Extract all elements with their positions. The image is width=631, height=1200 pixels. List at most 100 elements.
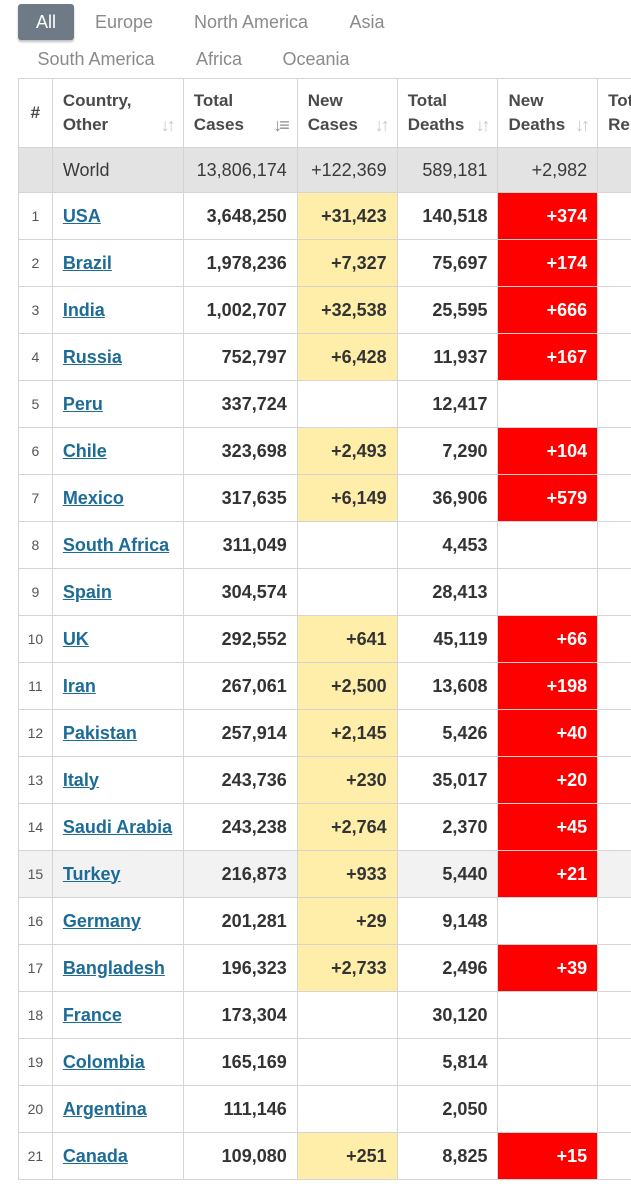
- country-link[interactable]: USA: [62, 205, 101, 226]
- country-cell: South Africa: [51, 521, 184, 569]
- total-cases-cell: 196,323: [182, 944, 298, 992]
- header-new-cases[interactable]: New Cases ↓↑: [296, 78, 398, 148]
- table-row: 7 Mexico 317,635 +6,149 36,906 +579: [18, 474, 631, 522]
- table-row: 4 Russia 752,797 +6,428 11,937 +167: [18, 333, 631, 381]
- total-recovered-cell: [597, 709, 631, 757]
- country-link[interactable]: Spain: [62, 581, 112, 602]
- total-cases-cell: 317,635: [182, 474, 298, 522]
- total-deaths-cell: 2,496: [396, 944, 499, 992]
- total-deaths-cell: 2,370: [396, 803, 499, 851]
- country-link[interactable]: Argentina: [62, 1098, 147, 1119]
- row-index: 18: [18, 991, 53, 1039]
- new-deaths-cell: [497, 568, 599, 616]
- country-link[interactable]: Canada: [62, 1145, 128, 1166]
- total-cases-cell: 243,238: [182, 803, 298, 851]
- header-total-recovered-line1: Tot: [608, 91, 631, 110]
- country-link[interactable]: Turkey: [62, 863, 121, 884]
- row-index: 20: [18, 1085, 53, 1133]
- world-row: World 13,806,174 +122,369 589,181 +2,982: [18, 147, 631, 193]
- tab-europe[interactable]: Europe: [94, 12, 154, 32]
- total-recovered-cell: [597, 380, 631, 428]
- new-cases-cell: [296, 1085, 398, 1133]
- total-recovered-cell: [597, 991, 631, 1039]
- sort-icon[interactable]: ↓↑: [160, 115, 176, 135]
- total-deaths-cell: 9,148: [396, 897, 499, 945]
- country-link[interactable]: Germany: [62, 910, 141, 931]
- header-total-cases[interactable]: Total Cases ↓≡: [182, 78, 298, 148]
- sort-icon[interactable]: ↓↑: [475, 115, 490, 135]
- row-index: 10: [18, 615, 53, 663]
- tab-all[interactable]: All: [18, 4, 74, 40]
- new-cases-cell: +230: [296, 756, 398, 804]
- sort-desc-icon[interactable]: ↓≡: [273, 115, 289, 135]
- world-index: [18, 147, 53, 193]
- total-deaths-cell: 25,595: [396, 286, 499, 334]
- header-total-deaths[interactable]: Total Deaths ↓↑: [396, 78, 499, 148]
- new-cases-cell: +6,428: [296, 333, 398, 381]
- total-cases-cell: 323,698: [182, 427, 298, 475]
- country-link[interactable]: France: [62, 1004, 122, 1025]
- country-link[interactable]: Bangladesh: [62, 957, 165, 978]
- country-link[interactable]: Peru: [62, 393, 103, 414]
- total-cases-cell: 165,169: [182, 1038, 298, 1086]
- table-row: 14 Saudi Arabia 243,238 +2,764 2,370 +45: [18, 803, 631, 851]
- table-row: 21 Canada 109,080 +251 8,825 +15: [18, 1132, 631, 1180]
- country-link[interactable]: Pakistan: [62, 722, 137, 743]
- country-link[interactable]: Brazil: [62, 252, 112, 273]
- country-link[interactable]: Iran: [62, 675, 96, 696]
- country-cell: Italy: [51, 756, 184, 804]
- country-link[interactable]: Mexico: [62, 487, 124, 508]
- tab-asia[interactable]: Asia: [349, 12, 385, 32]
- tab-oceania[interactable]: Oceania: [282, 49, 350, 69]
- country-link[interactable]: UK: [62, 628, 89, 649]
- new-cases-cell: +6,149: [296, 474, 398, 522]
- total-cases-cell: 173,304: [182, 991, 298, 1039]
- country-link[interactable]: Colombia: [62, 1051, 145, 1072]
- sort-icon[interactable]: ↓↑: [374, 115, 390, 135]
- country-cell: Mexico: [51, 474, 184, 522]
- header-new-deaths-line2: Deaths: [508, 115, 566, 134]
- table-row: 20 Argentina 111,146 2,050: [18, 1085, 631, 1133]
- header-total-recovered[interactable]: Tot Re: [597, 78, 631, 148]
- new-cases-cell: +251: [296, 1132, 398, 1180]
- new-deaths-cell: +45: [497, 803, 599, 851]
- country-cell: Colombia: [51, 1038, 184, 1086]
- country-link[interactable]: South Africa: [62, 534, 170, 555]
- tab-south-america[interactable]: South America: [37, 49, 155, 69]
- new-cases-cell: [296, 1038, 398, 1086]
- total-deaths-cell: 5,814: [396, 1038, 499, 1086]
- total-deaths-cell: 5,426: [396, 709, 499, 757]
- tab-africa[interactable]: Africa: [195, 49, 242, 69]
- country-cell: Turkey: [51, 850, 184, 898]
- total-deaths-cell: 8,825: [396, 1132, 499, 1180]
- new-deaths-cell: [497, 1038, 599, 1086]
- row-index: 8: [18, 521, 53, 569]
- country-link[interactable]: India: [62, 299, 105, 320]
- world-total-deaths: 589,181: [396, 147, 499, 193]
- country-link[interactable]: Saudi Arabia: [62, 816, 173, 837]
- header-index[interactable]: #: [18, 78, 53, 148]
- row-index: 21: [18, 1132, 53, 1180]
- total-cases-cell: 111,146: [182, 1085, 298, 1133]
- country-cell: Bangladesh: [51, 944, 184, 992]
- row-index: 4: [18, 333, 53, 381]
- total-cases-cell: 304,574: [182, 568, 298, 616]
- table-row: 15 Turkey 216,873 +933 5,440 +21: [18, 850, 631, 898]
- sort-icon[interactable]: ↓↑: [575, 115, 590, 135]
- tab-north-america[interactable]: North America: [193, 12, 309, 32]
- table-row: 18 France 173,304 30,120: [18, 991, 631, 1039]
- country-link[interactable]: Russia: [62, 346, 122, 367]
- total-cases-cell: 3,648,250: [182, 192, 298, 240]
- header-country[interactable]: Country, Other ↓↑: [51, 78, 184, 148]
- country-link[interactable]: Chile: [62, 440, 107, 461]
- covid-table-wrapper: # Country, Other ↓↑ Total Cases ↓≡ New Case…: [18, 78, 631, 1180]
- new-deaths-cell: +66: [497, 615, 599, 663]
- total-recovered-cell: [597, 1085, 631, 1133]
- total-deaths-cell: 36,906: [396, 474, 499, 522]
- total-deaths-cell: 75,697: [396, 239, 499, 287]
- total-cases-cell: 337,724: [182, 380, 298, 428]
- country-link[interactable]: Italy: [62, 769, 99, 790]
- table-row: 10 UK 292,552 +641 45,119 +66: [18, 615, 631, 663]
- header-new-deaths[interactable]: New Deaths ↓↑: [497, 78, 599, 148]
- total-deaths-cell: 45,119: [396, 615, 499, 663]
